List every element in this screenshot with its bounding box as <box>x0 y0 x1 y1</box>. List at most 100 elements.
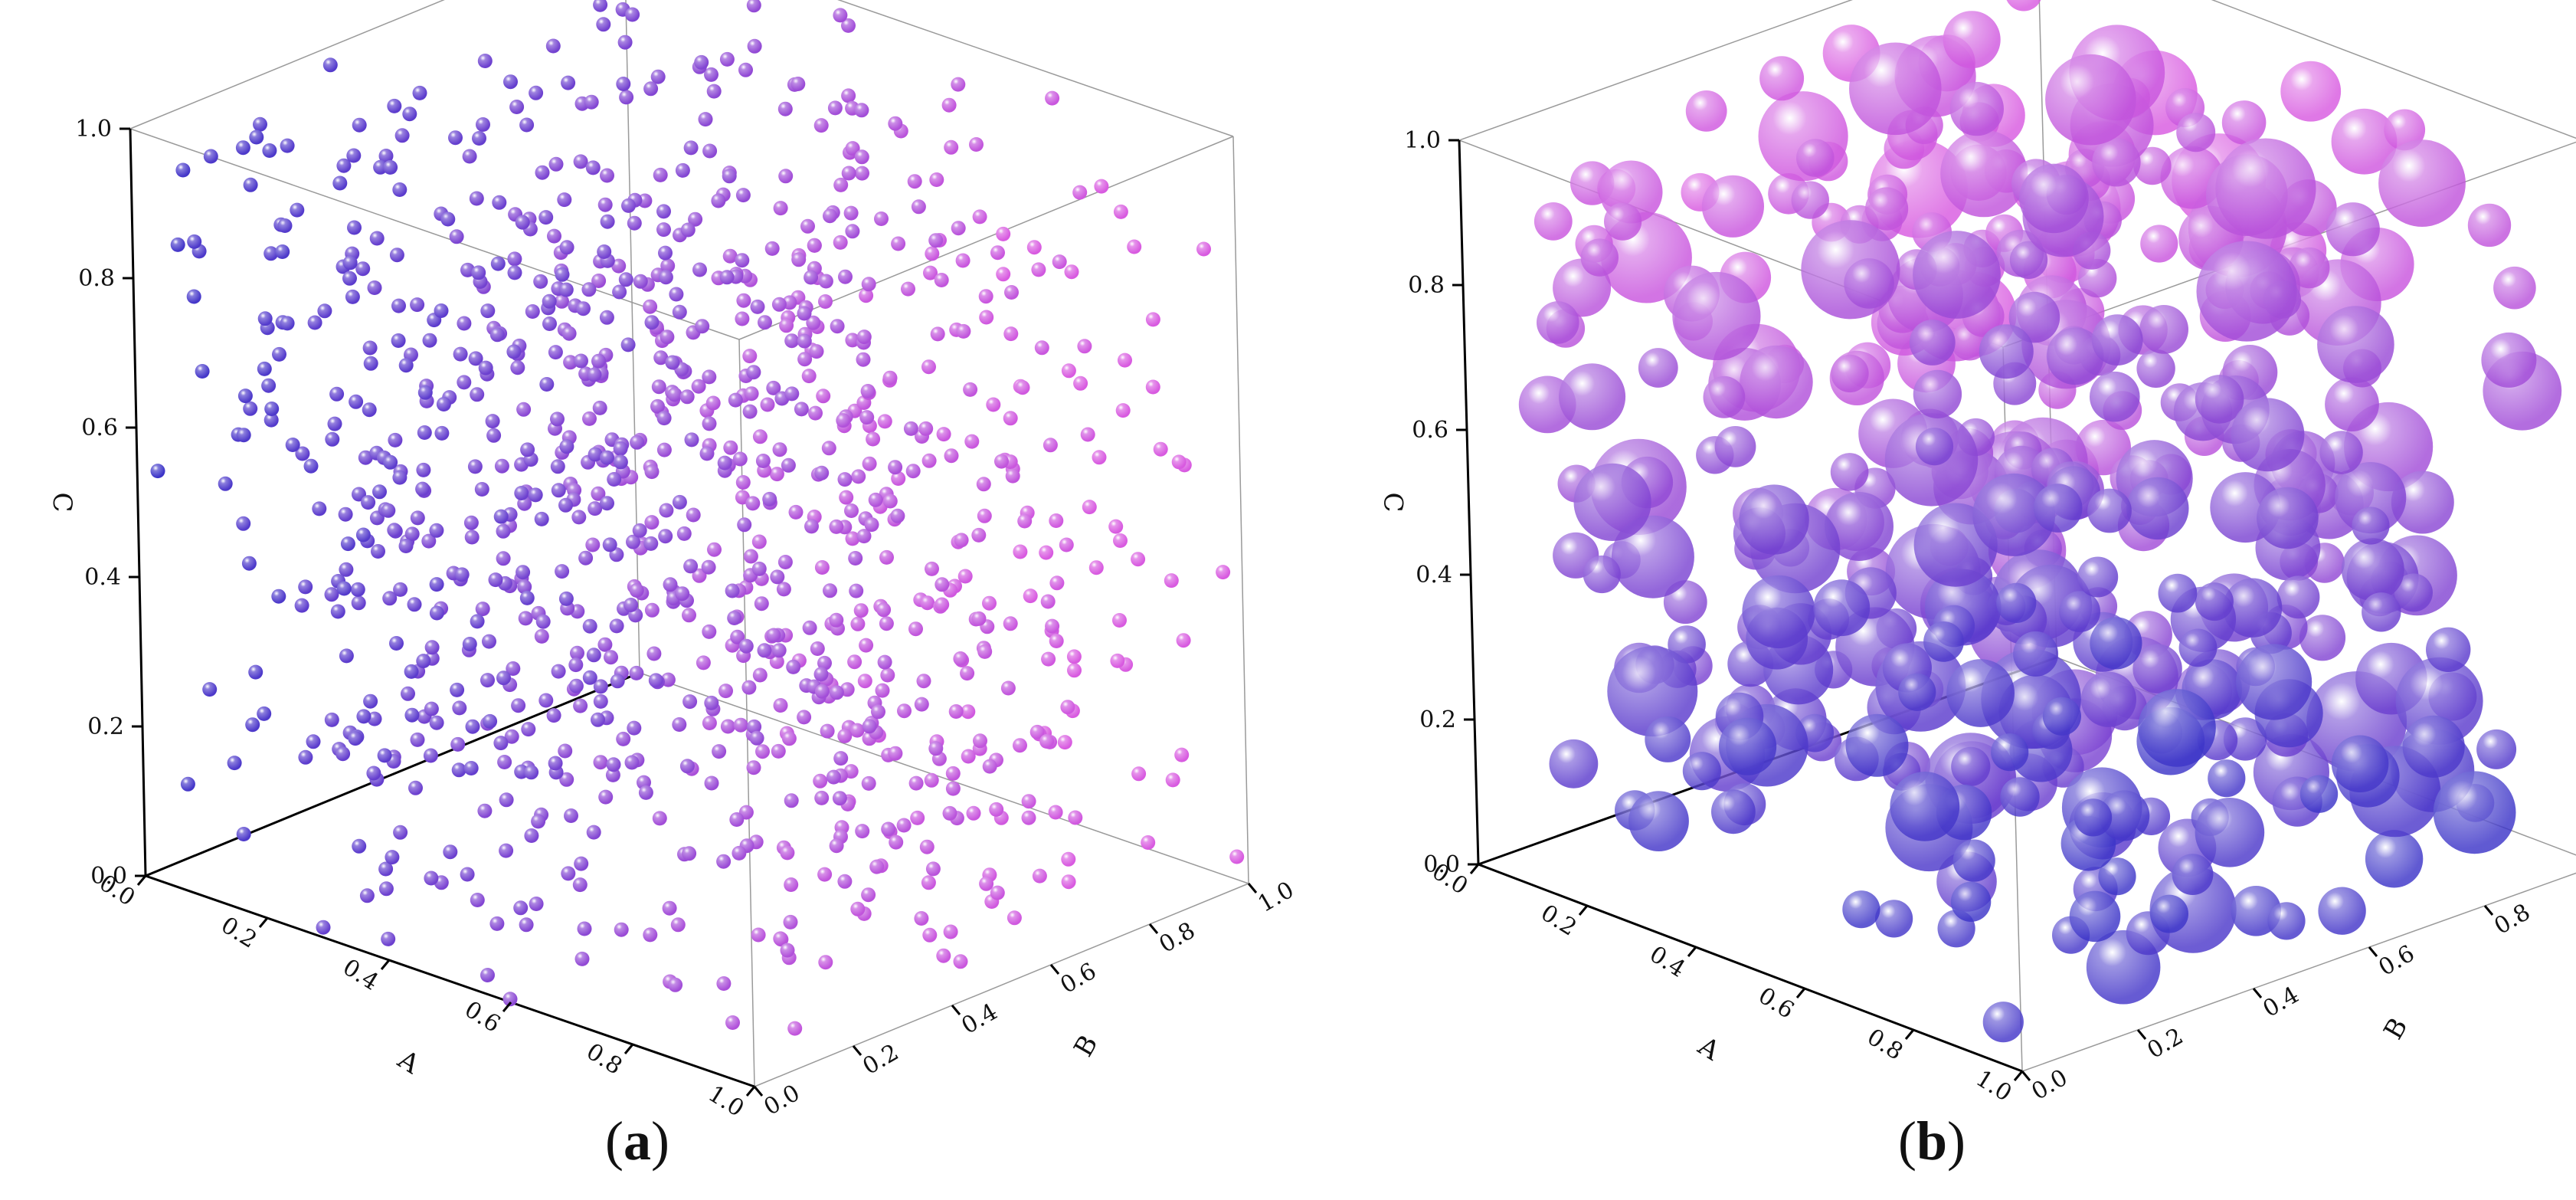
scatter-point <box>470 893 485 907</box>
panel-b-x-tick <box>1904 1029 1915 1040</box>
scatter-point <box>600 168 614 183</box>
scatter-point <box>180 776 195 792</box>
scatter-point <box>339 562 354 577</box>
scatter-point <box>934 273 949 287</box>
scatter-point <box>202 682 218 697</box>
bubble-point <box>2391 470 2454 534</box>
scatter-point <box>809 344 824 359</box>
bubble-point <box>1791 181 1829 219</box>
scatter-point <box>381 503 396 518</box>
scatter-point <box>424 870 439 886</box>
scatter-point <box>845 141 860 156</box>
scatter-point <box>241 556 257 571</box>
panel-a-axis-y <box>145 671 640 877</box>
scatter-point <box>585 160 601 175</box>
scatter-point <box>349 394 364 409</box>
scatter-point <box>614 922 629 937</box>
bubble-point <box>2158 573 2198 613</box>
scatter-point <box>604 650 618 665</box>
scatter-point <box>573 154 588 169</box>
scatter-point <box>1141 835 1156 850</box>
scatter-point <box>1118 352 1132 368</box>
scatter-point <box>1216 565 1231 580</box>
scatter-point <box>506 661 521 676</box>
scatter-point <box>516 402 532 417</box>
scatter-point <box>1057 735 1072 750</box>
scatter-point <box>801 369 817 384</box>
scatter-point <box>794 402 809 417</box>
scatter-point <box>480 968 495 982</box>
scatter-point <box>737 517 752 533</box>
scatter-point <box>930 326 945 342</box>
scatter-point <box>361 495 376 510</box>
scatter-point <box>558 282 574 297</box>
panel-a-axis-x <box>145 874 755 1088</box>
scatter-point <box>548 156 564 172</box>
scatter-point <box>1039 734 1055 749</box>
scatter-point <box>559 439 574 454</box>
scatter-point <box>451 762 466 778</box>
scatter-point <box>725 583 740 598</box>
scatter-point <box>1000 680 1016 696</box>
scatter-point <box>953 651 968 666</box>
scatter-point <box>417 425 432 440</box>
scatter-point <box>150 464 165 479</box>
scatter-point <box>203 149 218 164</box>
bubble-point <box>2176 113 2216 152</box>
scatter-point <box>503 74 518 90</box>
scatter-point <box>448 130 463 146</box>
scatter-point <box>263 412 279 428</box>
scatter-point <box>924 772 939 788</box>
scatter-point <box>452 700 467 716</box>
scatter-point <box>1164 573 1179 589</box>
bubble-point <box>2195 375 2244 424</box>
scatter-point <box>665 355 680 370</box>
scatter-point <box>377 748 392 763</box>
scatter-point <box>362 402 377 418</box>
scatter-point <box>662 900 677 916</box>
scatter-point <box>330 604 345 619</box>
scatter-point <box>770 569 785 585</box>
scatter-point <box>342 270 357 286</box>
scatter-point <box>979 876 994 891</box>
scatter-point <box>944 448 959 464</box>
scatter-point <box>871 704 885 720</box>
scatter-point <box>187 234 202 249</box>
scatter-point <box>218 476 233 491</box>
scatter-point <box>861 775 876 791</box>
scatter-point <box>672 717 687 732</box>
scatter-point <box>996 267 1011 282</box>
scatter-point <box>528 487 543 503</box>
scatter-point <box>1052 254 1067 270</box>
bubble-point <box>1951 746 1991 786</box>
scatter-point <box>972 209 987 225</box>
scatter-point <box>758 315 772 330</box>
scatter-point <box>275 244 290 259</box>
scatter-point <box>668 977 683 992</box>
scatter-point <box>817 655 832 670</box>
bubble-point <box>2139 305 2189 354</box>
scatter-point <box>859 288 874 303</box>
scatter-point <box>814 560 830 575</box>
scatter-point <box>423 748 438 763</box>
scatter-point <box>741 680 757 695</box>
scatter-point <box>574 856 589 871</box>
scatter-point <box>1026 240 1042 255</box>
bubble-point <box>2394 573 2433 612</box>
panel-b-x-tick-label: 0.2 <box>1536 900 1581 942</box>
scatter-point <box>652 811 667 826</box>
scatter-point <box>771 643 787 658</box>
scatter-point <box>558 497 573 513</box>
panel-a-z-tick-label: 0.4 <box>84 564 121 591</box>
scatter-point <box>791 252 807 267</box>
scatter-point <box>903 421 918 436</box>
scatter-point <box>643 299 658 314</box>
scatter-point <box>735 188 751 203</box>
panel-b-x-tick <box>1578 905 1589 916</box>
scatter-point <box>489 916 505 931</box>
scatter-point <box>610 674 625 689</box>
scatter-point <box>688 211 703 227</box>
bubble-point <box>2150 894 2188 933</box>
scatter-point <box>945 781 961 796</box>
scatter-point <box>587 367 602 382</box>
